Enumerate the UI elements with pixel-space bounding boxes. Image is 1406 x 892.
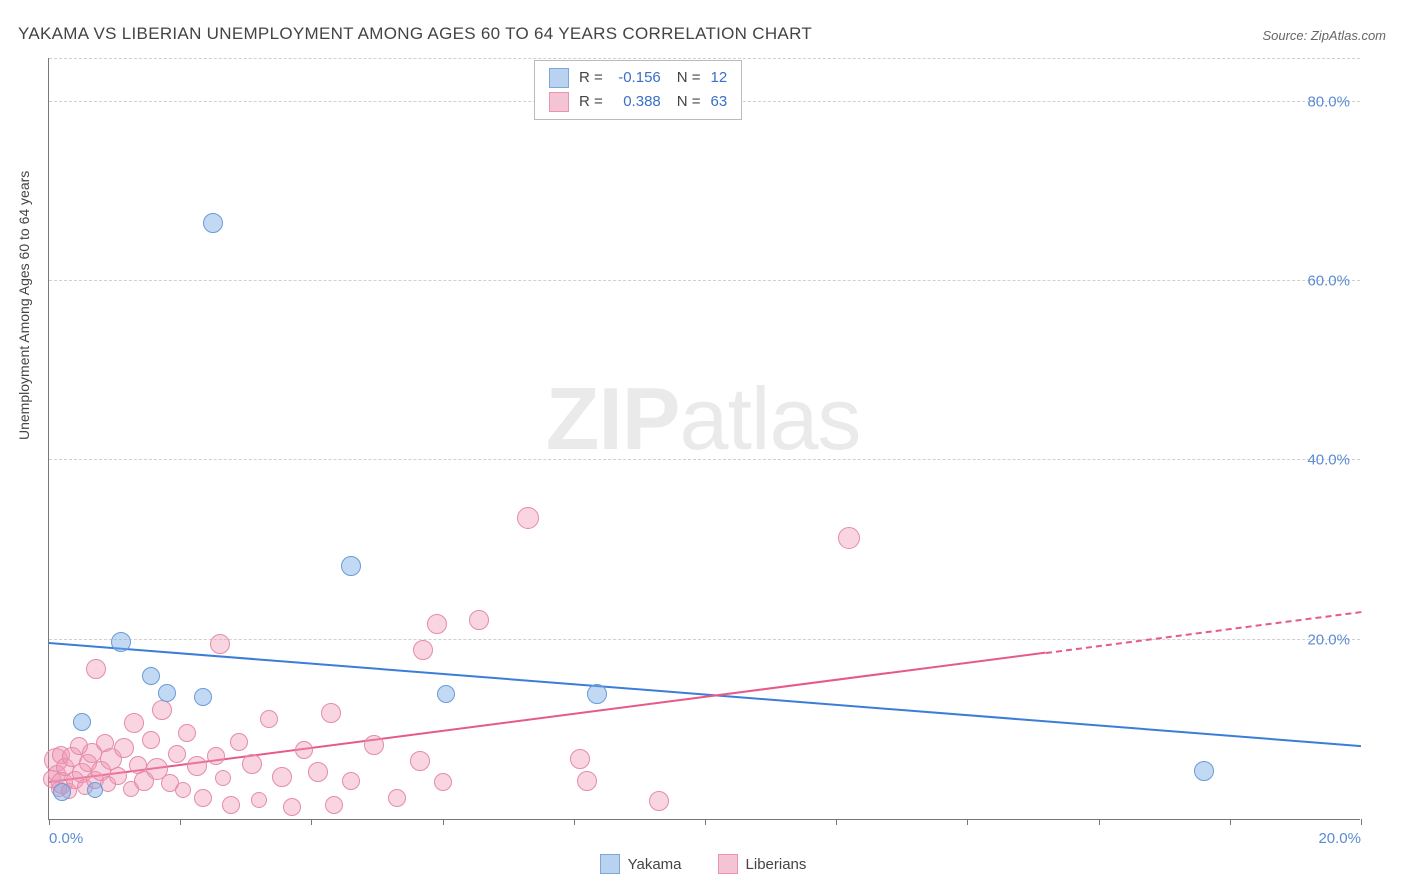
legend-swatch [600, 854, 620, 874]
data-point [87, 782, 103, 798]
xtick [443, 819, 444, 825]
data-point [577, 771, 597, 791]
data-point [142, 667, 160, 685]
data-point [517, 507, 539, 529]
data-point [187, 756, 207, 776]
data-point [111, 632, 131, 652]
xtick [1361, 819, 1362, 825]
xtick [49, 819, 50, 825]
legend-r-value: 0.388 [609, 90, 661, 114]
data-point [175, 782, 191, 798]
xtick [180, 819, 181, 825]
legend-swatch [549, 92, 569, 112]
source-attribution: Source: ZipAtlas.com [1262, 28, 1386, 43]
xtick [836, 819, 837, 825]
data-point [388, 789, 406, 807]
data-point [308, 762, 328, 782]
xtick [705, 819, 706, 825]
legend-swatch [549, 68, 569, 88]
yaxis-title: Unemployment Among Ages 60 to 64 years [16, 171, 32, 440]
ytick-label: 40.0% [1307, 452, 1350, 469]
ytick-label: 80.0% [1307, 93, 1350, 110]
plot-area: 20.0%40.0%60.0%80.0%0.0%20.0% [48, 58, 1360, 820]
data-point [434, 773, 452, 791]
data-point [158, 684, 176, 702]
ytick-label: 20.0% [1307, 631, 1350, 648]
data-point [53, 783, 71, 801]
data-point [124, 713, 144, 733]
data-point [142, 731, 160, 749]
data-point [152, 700, 172, 720]
data-point [207, 747, 225, 765]
data-point [272, 767, 292, 787]
legend-row: R =-0.156 N = 12 [549, 66, 727, 90]
legend-item: Liberians [718, 854, 807, 874]
xtick [1099, 819, 1100, 825]
legend-n-value: 12 [711, 66, 728, 90]
chart-title: YAKAMA VS LIBERIAN UNEMPLOYMENT AMONG AG… [18, 24, 812, 44]
xtick [1230, 819, 1231, 825]
data-point [341, 556, 361, 576]
legend-r-label: R = [579, 66, 603, 90]
data-point [325, 796, 343, 814]
xtick-label: 0.0% [49, 830, 83, 847]
data-point [838, 527, 860, 549]
data-point [1194, 761, 1214, 781]
correlation-legend: R =-0.156 N = 12 R =0.388 N = 63 [534, 60, 742, 120]
series-legend: Yakama Liberians [0, 854, 1406, 874]
data-point [230, 733, 248, 751]
xtick-label: 20.0% [1318, 830, 1361, 847]
data-point [178, 724, 196, 742]
legend-n-value: 63 [711, 90, 728, 114]
legend-item: Yakama [600, 854, 682, 874]
legend-swatch [718, 854, 738, 874]
data-point [260, 710, 278, 728]
gridline [49, 280, 1360, 281]
data-point [427, 614, 447, 634]
data-point [203, 213, 223, 233]
xtick [574, 819, 575, 825]
data-point [194, 688, 212, 706]
data-point [410, 751, 430, 771]
legend-label: Liberians [746, 856, 807, 873]
data-point [587, 684, 607, 704]
data-point [283, 798, 301, 816]
data-point [222, 796, 240, 814]
data-point [342, 772, 360, 790]
data-point [114, 738, 134, 758]
legend-n-label: N = [677, 90, 701, 114]
legend-row: R =0.388 N = 63 [549, 90, 727, 114]
data-point [210, 634, 230, 654]
gridline [49, 639, 1360, 640]
ytick-label: 60.0% [1307, 273, 1350, 290]
data-point [649, 791, 669, 811]
data-point [215, 770, 231, 786]
xtick [967, 819, 968, 825]
data-point [86, 659, 106, 679]
data-point [570, 749, 590, 769]
data-point [437, 685, 455, 703]
data-point [295, 741, 313, 759]
legend-n-label: N = [677, 66, 701, 90]
data-point [168, 745, 186, 763]
xtick [311, 819, 312, 825]
legend-label: Yakama [628, 856, 682, 873]
data-point [242, 754, 262, 774]
data-point [321, 703, 341, 723]
data-point [194, 789, 212, 807]
data-point [469, 610, 489, 630]
data-point [251, 792, 267, 808]
legend-r-label: R = [579, 90, 603, 114]
gridline [49, 58, 1360, 59]
gridline [49, 459, 1360, 460]
data-point [364, 735, 384, 755]
data-point [73, 713, 91, 731]
data-point [413, 640, 433, 660]
legend-r-value: -0.156 [609, 66, 661, 90]
